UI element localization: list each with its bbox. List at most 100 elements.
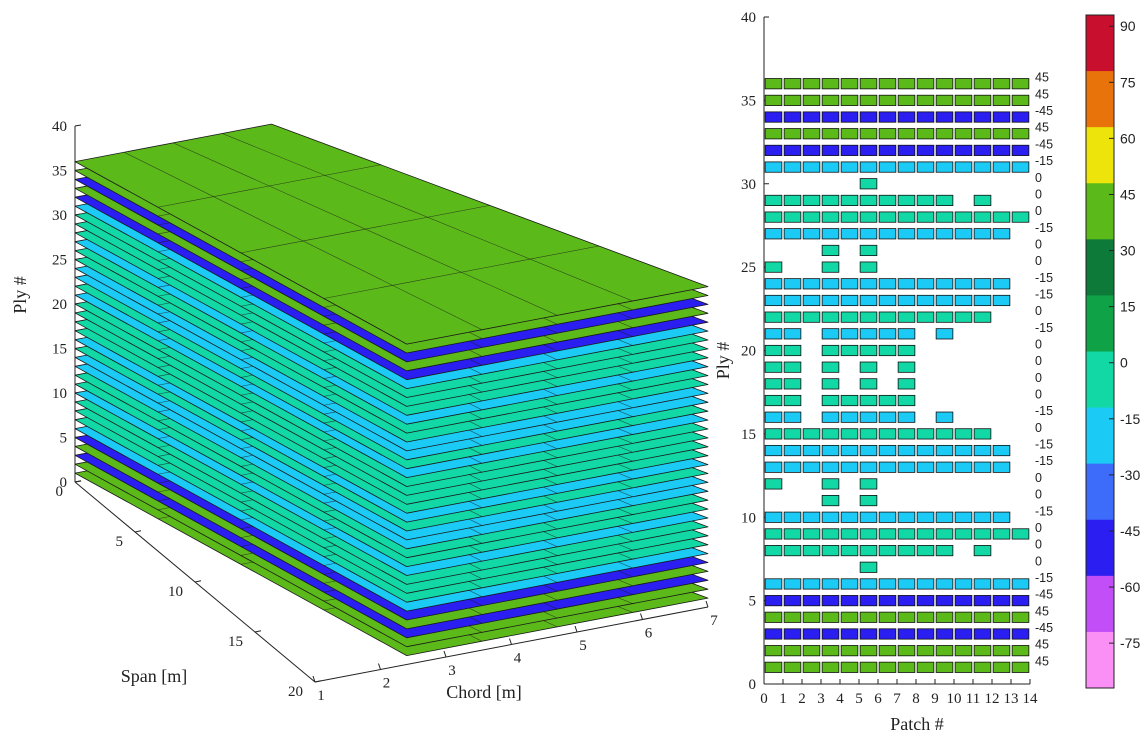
patch-cell (859, 228, 878, 240)
patch-cell (859, 578, 878, 590)
x-tick-label: 8 (912, 691, 920, 707)
patch-cell (840, 111, 859, 123)
y-tick-label: 15 (741, 427, 756, 443)
ply-angle-label: 0 (1035, 471, 1042, 485)
span-tick (134, 530, 142, 533)
patch-cell (992, 161, 1011, 173)
patch-cell (954, 78, 973, 90)
patch-cell (935, 161, 954, 173)
patch-cell (764, 528, 783, 540)
patch-cell (859, 561, 878, 573)
patch-cell (897, 595, 916, 607)
patch-cell (859, 194, 878, 206)
patch-cell (1011, 128, 1030, 140)
patch-cell (954, 428, 973, 440)
patch-cell (840, 228, 859, 240)
patch-cell (783, 528, 802, 540)
patch-cell (973, 78, 992, 90)
patch-cell (878, 528, 897, 540)
x-tick-label: 10 (947, 691, 962, 707)
chord-tick-label: 3 (448, 663, 456, 679)
patch-cell (821, 461, 840, 473)
patch-cell (1011, 78, 1030, 90)
patch-cell (992, 645, 1011, 657)
patch-cell (935, 278, 954, 290)
ply-angle-label: -45 (1035, 621, 1053, 635)
patch-cell (916, 94, 935, 106)
chord-tick (378, 663, 381, 670)
colorbar-bin (1086, 183, 1114, 240)
patch-cell (859, 628, 878, 640)
grid-line (222, 133, 633, 302)
patch-cell (821, 211, 840, 223)
patch-cell (878, 94, 897, 106)
patch-cell (859, 411, 878, 423)
patch-cell (954, 111, 973, 123)
ply-angle-label: -15 (1035, 287, 1053, 301)
x-tick-label: 13 (1004, 691, 1019, 707)
patch-cell (878, 411, 897, 423)
patch-cell (878, 444, 897, 457)
patch-cell (1011, 661, 1030, 673)
patch-cell (821, 311, 840, 323)
patch-cell (992, 278, 1011, 290)
ply-angle-label: 45 (1035, 604, 1049, 618)
patch-cell (916, 511, 935, 523)
x-tick-label: 12 (985, 691, 1000, 707)
patch-cell (878, 578, 897, 590)
chord-tick-label: 2 (383, 676, 391, 692)
patch-cell (954, 461, 973, 473)
ply-angle-label: -45 (1035, 588, 1053, 602)
patch-cell (954, 645, 973, 657)
patch-cell (859, 178, 878, 190)
patch-cell (992, 661, 1011, 673)
span-tick (254, 630, 262, 633)
patch-cell (878, 278, 897, 290)
ply-angle-label: 0 (1035, 237, 1042, 251)
patch-cell (821, 478, 840, 490)
patch-cell (802, 528, 821, 540)
patch-cell (783, 344, 802, 357)
patch-cell (859, 311, 878, 323)
colorbar-tick-label: 30 (1120, 243, 1136, 259)
patch-cell (840, 344, 859, 357)
colorbar-tick-label: -45 (1120, 523, 1140, 539)
ply-angle-label: 0 (1035, 304, 1042, 318)
patch-cell (821, 194, 840, 206)
patch-cell (802, 545, 821, 557)
patch-cell (802, 428, 821, 440)
patch-cell (859, 328, 878, 340)
patch-cell (802, 211, 821, 223)
patch-cell (992, 128, 1011, 140)
ply-angle-label: 0 (1035, 538, 1042, 552)
y-axis-label: Ply # (713, 342, 733, 380)
patch-cell (783, 394, 802, 407)
patch-cell (1011, 611, 1030, 623)
patch-cell (859, 645, 878, 657)
patch-cell (783, 361, 802, 373)
grid-line (173, 142, 558, 316)
patch-cell (821, 94, 840, 106)
patch-cell (764, 628, 783, 640)
patch-cell (973, 528, 992, 540)
ply-angle-label: -15 (1035, 404, 1053, 418)
patch-cell (973, 94, 992, 106)
patch-cell (802, 194, 821, 206)
patch-cell (1011, 528, 1030, 540)
patch-cell (764, 261, 783, 273)
patch-cell (897, 294, 916, 307)
patch-cell (916, 128, 935, 140)
patch-cell (821, 78, 840, 90)
patch-cell (992, 444, 1011, 457)
span-tick-label: 20 (288, 684, 303, 700)
ply-angle-label: -45 (1035, 104, 1053, 118)
patch-cell (935, 611, 954, 623)
patch-cell (840, 628, 859, 640)
patch-cell (764, 228, 783, 240)
patch-cell (859, 361, 878, 373)
patch-cell (935, 511, 954, 523)
patch-cell (821, 528, 840, 540)
patch-cell (916, 444, 935, 457)
span-tick-label: 10 (168, 584, 183, 600)
